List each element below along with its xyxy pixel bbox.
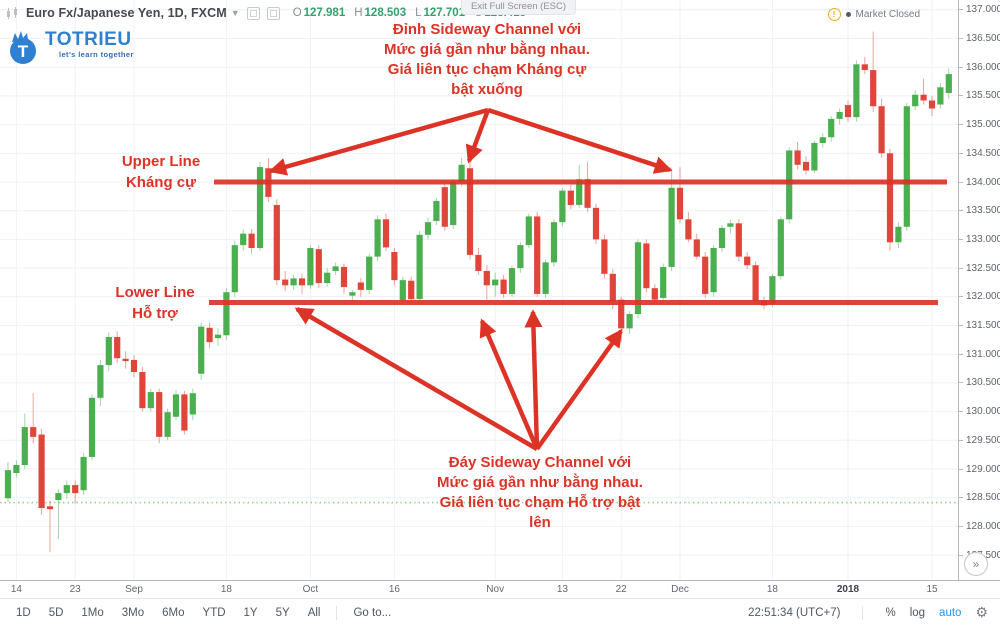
annotation-arrow [294,307,539,451]
price-tick: 134.500 [958,148,1000,159]
range-1mo[interactable]: 1Mo [81,606,104,619]
time-tick: 14 [10,584,22,595]
time-tick: 23 [69,584,81,595]
annotation-arrow [268,107,489,176]
toolbar-divider [336,605,338,620]
annotation-arrow [535,328,623,451]
range-ytd[interactable]: YTD [202,606,226,619]
time-tick: 2018 [836,584,860,595]
range-3mo[interactable]: 3Mo [121,606,145,619]
annotation-arrow [479,318,540,450]
compare-icon[interactable] [246,6,260,20]
symbol-header: Euro Fx/Japanese Yen, 1D, FXCM ▼ O 127.98… [6,6,526,20]
auto-scale-button[interactable]: auto [939,606,962,619]
price-tick: 135.500 [958,90,1000,101]
price-tick: 131.500 [958,320,1000,331]
price-tick: 137.000 [958,4,1000,15]
low-value: 127.701 [423,7,466,19]
log-scale-button[interactable]: log [909,606,926,619]
price-tick: 131.000 [958,349,1000,360]
time-tick: 22 [615,584,627,595]
time-axis[interactable]: 14 23 Sep 18 Oct 16 Nov 13 22 Dec 18 2018 15 [0,580,1000,599]
logo-tagline: let's learn together [59,50,134,59]
logo-name: TOTRIEU [45,29,132,50]
time-tick: Oct [302,584,319,595]
time-tick: 15 [926,584,938,595]
logo-icon: T [10,31,36,64]
time-tick: 18 [766,584,778,595]
annotation-bottom-note: Đáy Sideway Channel với Mức giá gần như … [437,454,643,531]
gear-icon[interactable]: ⚙ [975,604,988,620]
annotation-arrow [487,107,673,174]
time-tick: 13 [556,584,568,595]
totrieu-logo: T TOTRIEU let's learn together [8,30,134,66]
candlestick-chart[interactable] [0,0,958,580]
range-5d[interactable]: 5D [48,606,64,619]
price-tick: 133.500 [958,205,1000,216]
range-1y[interactable]: 1Y [243,606,258,619]
support-line-label: Lower Line Hỗ trợ [115,284,195,322]
price-tick: 134.000 [958,177,1000,188]
time-tick: Nov [486,584,505,595]
range-buttons: 1D 5D 1Mo 3Mo 6Mo YTD 1Y 5Y All [0,604,328,622]
high-value: 128.503 [364,7,407,19]
chart-canvas[interactable] [0,0,958,580]
time-tick: 18 [220,584,232,595]
range-1d[interactable]: 1D [16,606,31,619]
status-dot-icon [845,12,851,17]
time-tick: 16 [388,584,400,595]
toolbar-divider [862,605,864,620]
symbol-title[interactable]: Euro Fx/Japanese Yen, 1D, FXCM [26,6,227,20]
bottom-toolbar: 1D 5D 1Mo 3Mo 6Mo YTD 1Y 5Y All Go to...… [0,598,1000,626]
open-value: 127.981 [303,7,346,19]
price-tick: 133.000 [958,234,1000,245]
annotation-arrow [524,309,543,450]
price-tick: 136.500 [958,33,1000,44]
market-status-badge: ! Market Closed [827,8,920,21]
clock-display[interactable]: 22:51:34 (UTC+7) [748,606,841,619]
time-tick: Dec [671,584,689,595]
market-status-text: Market Closed [855,9,920,20]
price-axis[interactable]: 137.000 136.500 136.000 135.500 135.000 134.5… [958,0,1000,580]
annotation-arrow [465,109,491,164]
range-6mo[interactable]: 6Mo [162,606,185,619]
range-5y[interactable]: 5Y [275,606,290,619]
price-tick: 128.500 [958,492,1000,503]
price-tick: 130.500 [958,377,1000,388]
svg-text:T: T [18,42,29,61]
price-tick: 129.500 [958,435,1000,446]
info-icon: ! [827,8,841,21]
scroll-right-button[interactable]: » [964,552,988,576]
indicators-icon[interactable] [266,6,280,20]
price-tick: 130.000 [958,406,1000,417]
chart-style-icon [7,6,17,19]
price-tick: 132.000 [958,291,1000,302]
range-all[interactable]: All [307,606,321,619]
percent-scale-button[interactable]: % [885,606,896,619]
annotation-top-note: Đỉnh Sideway Channel với Mức giá gần như… [384,21,590,98]
chevron-down-icon[interactable]: ▼ [230,8,240,18]
price-tick: 132.500 [958,263,1000,274]
exit-fullscreen-button[interactable]: Exit Full Screen (ESC) [461,0,577,15]
price-tick: 129.000 [958,464,1000,475]
price-tick: 128.000 [958,521,1000,532]
resistance-line-label: Upper Line Kháng cự [121,153,201,191]
goto-button[interactable]: Go to... [353,606,392,619]
price-tick: 136.000 [958,62,1000,73]
price-tick: 135.000 [958,119,1000,130]
time-tick: Sep [125,584,143,595]
